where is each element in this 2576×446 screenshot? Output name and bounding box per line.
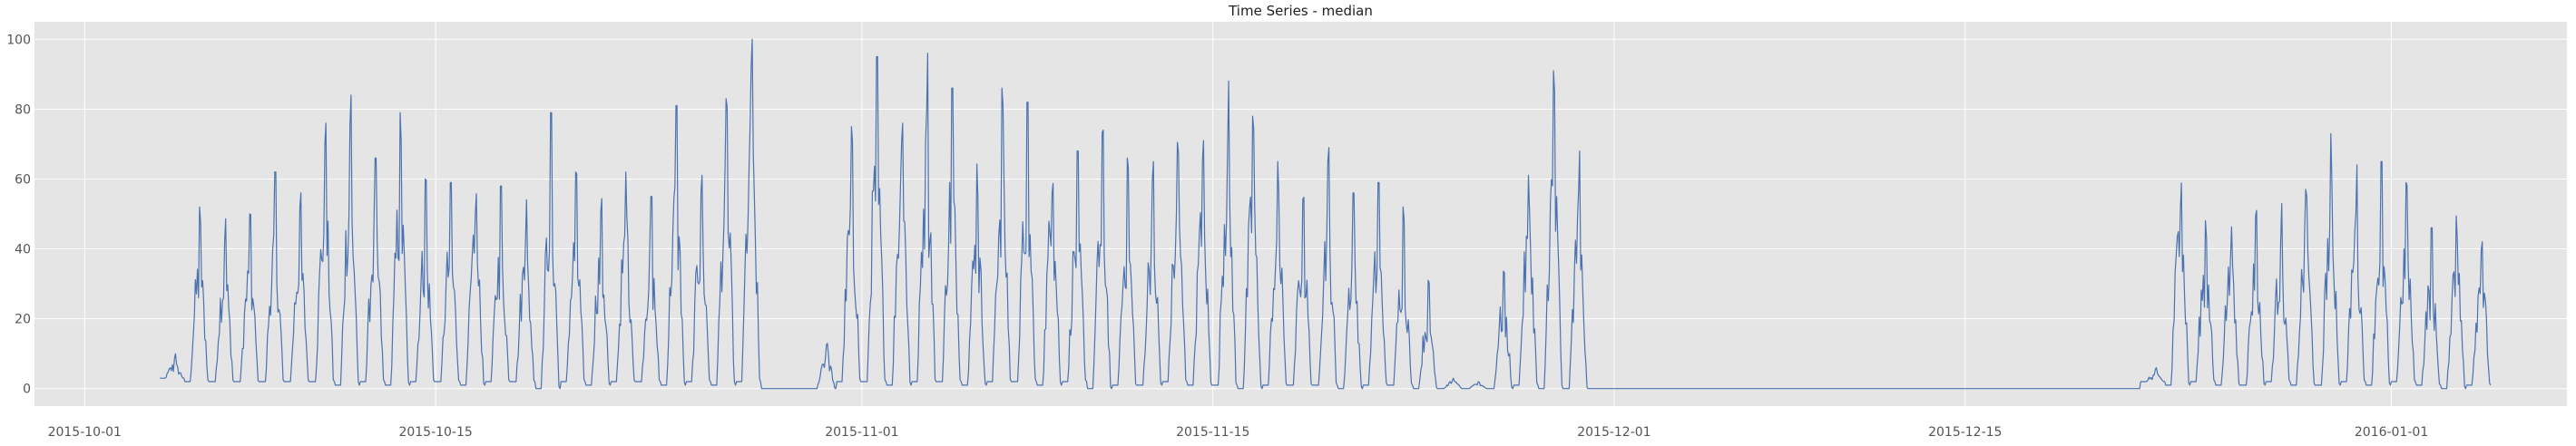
chart-title: Time Series - median bbox=[1228, 3, 1373, 19]
series-layer bbox=[160, 38, 2492, 390]
x-tick-label: 2015-11-15 bbox=[1176, 425, 1249, 440]
x-tick-label: 2015-11-01 bbox=[825, 425, 898, 440]
x-tick-label: 2015-12-01 bbox=[1577, 425, 1650, 440]
x-tick-label: 2016-01-01 bbox=[2355, 425, 2428, 440]
y-tick-label: 60 bbox=[15, 172, 31, 187]
y-tick-label: 0 bbox=[23, 383, 31, 397]
x-tick-label: 2015-12-15 bbox=[1928, 425, 2002, 440]
x-tick-label: 2015-10-01 bbox=[48, 425, 122, 440]
y-tick-label: 40 bbox=[15, 243, 31, 257]
series-line-0 bbox=[160, 38, 2492, 390]
y-tick-label: 20 bbox=[15, 313, 31, 327]
x-tick-label: 2015-10-15 bbox=[398, 425, 472, 440]
y-tick-label: 80 bbox=[15, 102, 31, 117]
y-tick-label: 100 bbox=[6, 33, 31, 47]
grid-lines bbox=[34, 22, 2567, 406]
axis-ticks: 0 20 40 60 80 100 2015-10-01 2015-10-15 2015-11-… bbox=[6, 33, 2428, 440]
